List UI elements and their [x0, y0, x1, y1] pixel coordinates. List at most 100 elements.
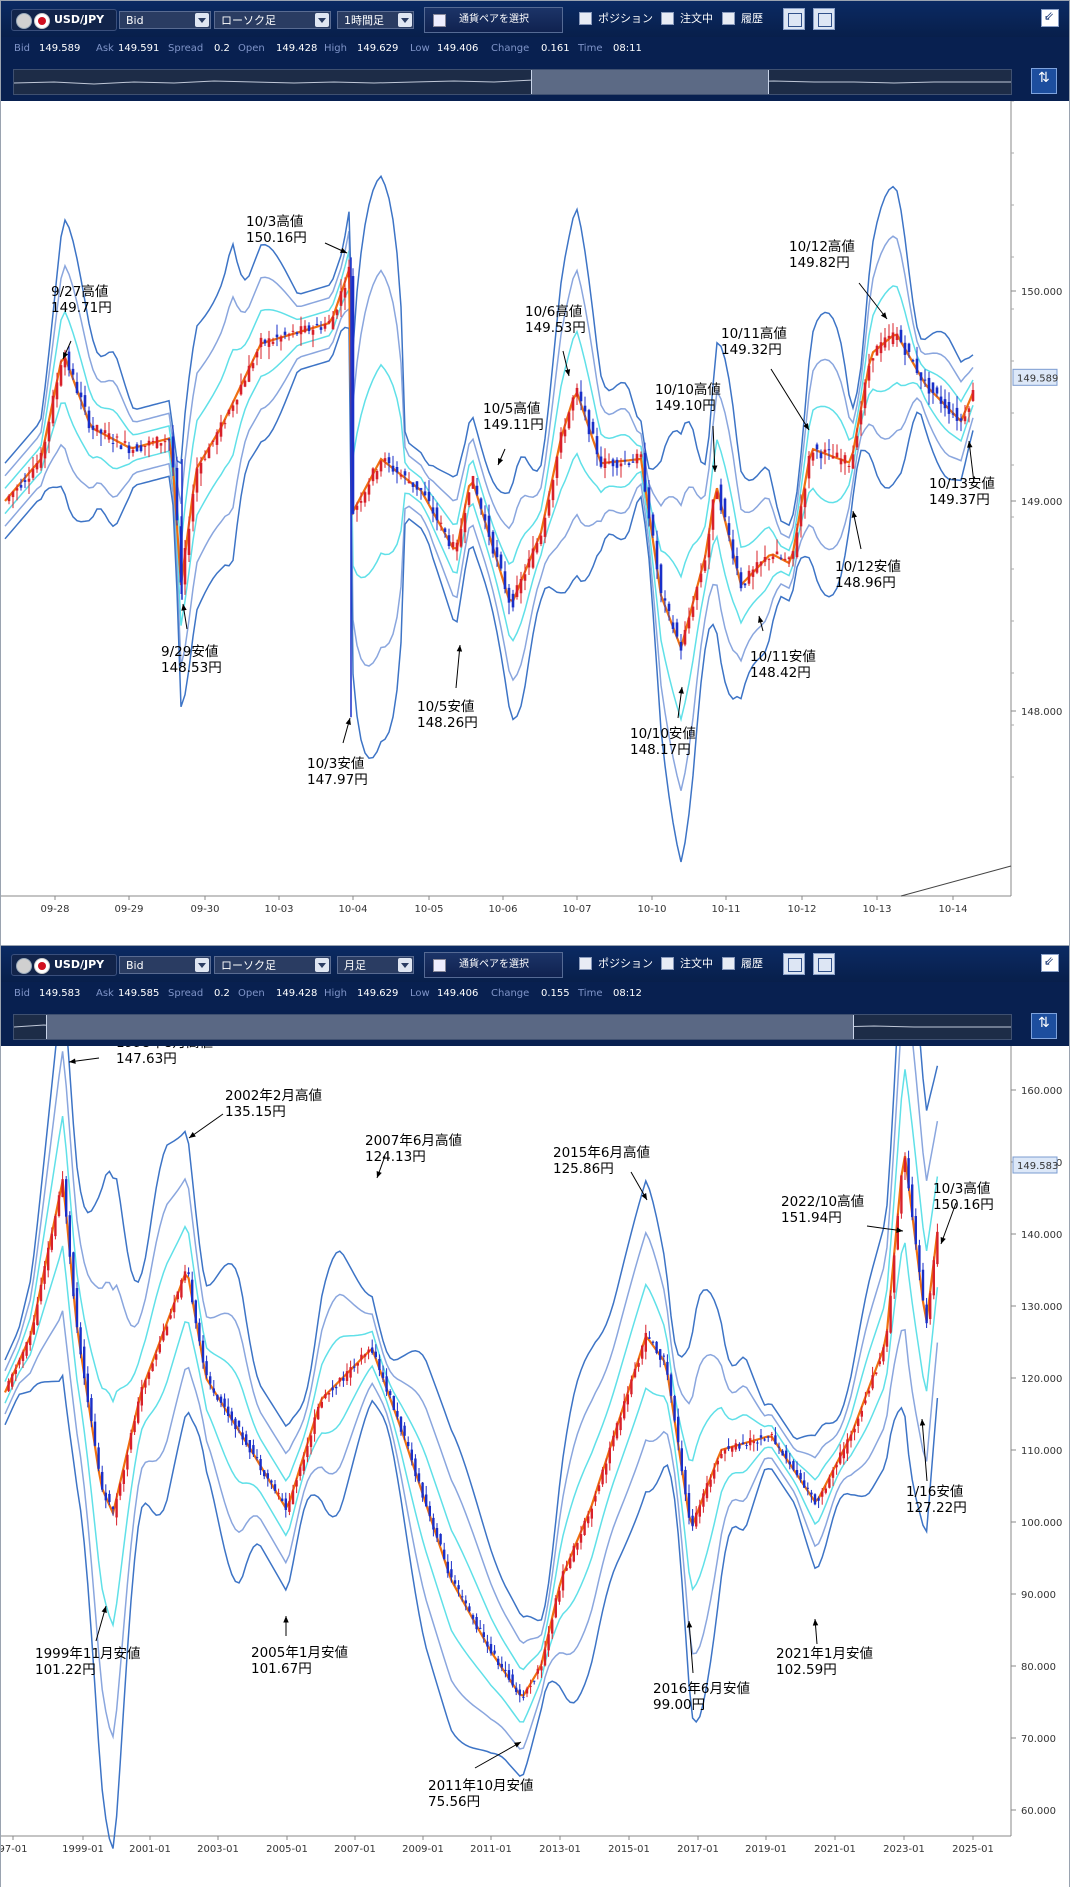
candle-body [158, 1344, 161, 1353]
navigator-selection[interactable] [46, 1015, 854, 1039]
candle-body [450, 1569, 453, 1578]
position-checkbox[interactable] [579, 957, 592, 970]
candle-body [891, 332, 895, 345]
candle-body [395, 466, 399, 473]
expand-icon[interactable] [1031, 1013, 1057, 1039]
navigator-track[interactable] [13, 1014, 1012, 1040]
currency-pair-badge[interactable]: USD/JPY [11, 9, 117, 31]
minimize-icon[interactable] [1041, 954, 1059, 972]
x-tick-label: 10-04 [338, 904, 367, 915]
annotation-price: 149.82円 [789, 255, 850, 271]
candle-body [327, 321, 331, 324]
annotation-arrow-head [686, 1621, 693, 1628]
period-select[interactable]: 1時間足 [337, 11, 414, 29]
window-icon[interactable] [783, 953, 805, 975]
candle-body [287, 334, 291, 336]
price-type-select[interactable]: Bid [119, 11, 211, 29]
candle-body [823, 449, 827, 453]
candle-body [669, 1374, 673, 1396]
minimize-icon[interactable] [1041, 9, 1059, 27]
x-tick-label: 2023-01 [883, 1844, 925, 1855]
candle-body [423, 491, 427, 496]
orders-checkbox[interactable] [661, 12, 674, 25]
y-tick-label: 90.000 [1021, 1590, 1056, 1601]
annotation-title: 10/3安値 [307, 756, 364, 772]
candle-body [65, 1179, 68, 1217]
candle-body [122, 1470, 125, 1484]
candle-body [245, 1434, 248, 1445]
time-label: Time [578, 43, 603, 54]
bollinger-lower-band-2 [4, 1310, 939, 1750]
navigator-selection[interactable] [531, 70, 769, 94]
candle-body [90, 1398, 93, 1422]
candle-body [165, 1326, 169, 1336]
annotation-arrow-head [340, 247, 347, 253]
candle-body [389, 1391, 392, 1396]
period-select[interactable]: 月足 [337, 956, 414, 974]
high-value: 149.629 [357, 43, 399, 54]
expand-icon[interactable] [1031, 68, 1057, 94]
window-icon[interactable] [813, 8, 835, 30]
candle-body [663, 598, 667, 601]
candle-body [567, 412, 571, 429]
x-tick-label: 10-03 [264, 904, 293, 915]
candle-body [7, 495, 11, 502]
candle-body [655, 1341, 658, 1353]
candle-body [819, 452, 823, 459]
y-tick-label: 120.000 [1021, 1374, 1062, 1385]
candle-body [518, 1689, 521, 1695]
annotation-title: 10/3高値 [246, 213, 303, 230]
annotation-title: 10/11安値 [750, 649, 816, 665]
annotation-arrow-line [712, 425, 716, 473]
candle-body [507, 1670, 511, 1680]
history-checkbox[interactable] [722, 957, 735, 970]
currency-pair-badge[interactable]: USD/JPY [11, 954, 117, 976]
candle-body [659, 564, 663, 594]
candle-body [635, 453, 639, 464]
candle-body [331, 316, 335, 330]
candle-body [659, 1349, 662, 1360]
candle-body [91, 425, 95, 430]
history-checkbox[interactable] [722, 12, 735, 25]
candle-body [194, 1300, 197, 1324]
candle-body [590, 1508, 593, 1519]
candle-body [263, 339, 267, 344]
candle-body [795, 1469, 799, 1476]
candle-body [291, 1490, 295, 1505]
candle-body [223, 423, 227, 425]
candle-body [626, 1394, 629, 1405]
select-pair-button[interactable]: 通貨ペアを選択 [424, 7, 563, 33]
candle-body [491, 531, 495, 554]
candle-body [932, 1260, 935, 1296]
window-icon[interactable] [813, 953, 835, 975]
candle-body [302, 1459, 305, 1471]
x-tick-label: 2003-01 [197, 1844, 239, 1855]
candle-body [533, 1680, 536, 1682]
window-icon[interactable] [783, 8, 805, 30]
candle-body [900, 1175, 903, 1214]
candle-body [667, 603, 671, 612]
price-type-select[interactable]: Bid [119, 956, 211, 974]
candle-body [403, 471, 407, 476]
position-checkbox[interactable] [579, 12, 592, 25]
open-label: Open [238, 43, 265, 54]
annotation-arrow-head [803, 423, 809, 430]
orders-checkbox[interactable] [661, 957, 674, 970]
high-value: 149.629 [357, 988, 399, 999]
chart-type-select[interactable]: ローソク足 [214, 956, 331, 974]
candle-body [727, 523, 731, 536]
candle-body [799, 506, 803, 527]
annotation-price: 147.63円 [116, 1051, 177, 1067]
candle-body [83, 1346, 86, 1379]
chart-type-select[interactable]: ローソク足 [214, 11, 331, 29]
candle-body [554, 1598, 557, 1618]
candle-body [551, 1619, 554, 1634]
checkbox-icon [433, 959, 446, 972]
candle-body [435, 507, 439, 521]
x-tick-label: 10-12 [787, 904, 816, 915]
candle-body [63, 358, 67, 368]
candle-body [349, 1367, 352, 1378]
select-pair-button[interactable]: 通貨ペアを選択 [424, 952, 563, 978]
navigator-track[interactable] [13, 69, 1012, 95]
candle-body [571, 397, 575, 411]
